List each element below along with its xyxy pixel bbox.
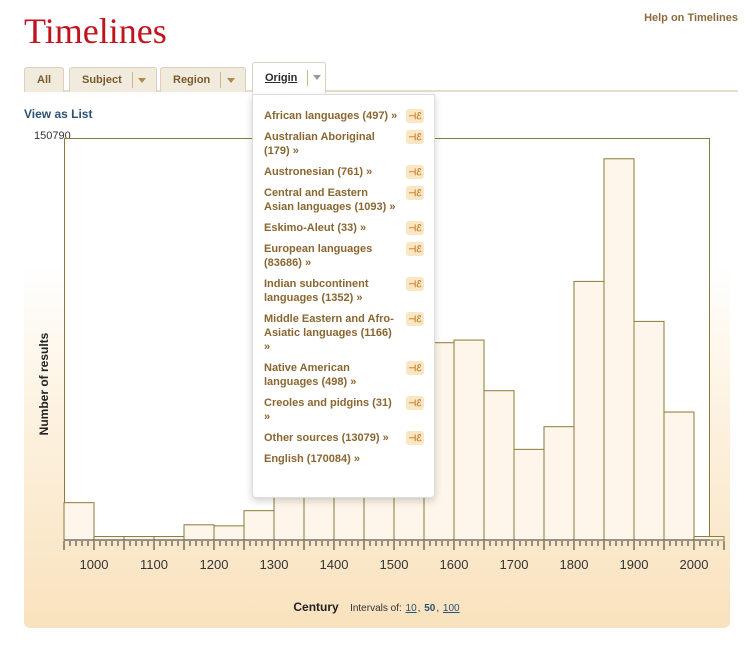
interval-selector: Intervals of: 10, 50, 100: [350, 603, 460, 614]
x-tick-label: 1200: [200, 557, 229, 572]
origin-item-other-sources[interactable]: Other sources (13079) » ⊣ℰ: [253, 431, 434, 445]
origin-item-indian-subcontinent[interactable]: Indian subcontinent languages (1352) » ⊣ℰ: [253, 277, 434, 305]
origin-item-native-american[interactable]: Native American languages (498) » ⊣ℰ: [253, 361, 434, 389]
histogram-bar[interactable]: [453, 339, 485, 541]
histogram-bar[interactable]: [693, 536, 725, 541]
x-tick-label: 1800: [560, 557, 589, 572]
intervals-label: Intervals of:: [350, 603, 402, 614]
y-axis-max-label: 150790: [34, 130, 71, 142]
tab-label: All: [37, 74, 52, 86]
x-tick-label: 1700: [500, 557, 529, 572]
tab-bar: All Subject Region Origin: [24, 62, 738, 94]
filter-icon[interactable]: ⊣ℰ: [406, 221, 424, 235]
origin-item-label: Other sources (13079) »: [264, 432, 389, 444]
x-axis-label-row: Century Intervals of: 10, 50, 100: [24, 600, 730, 614]
tab-label: Region: [173, 74, 211, 86]
tab-all[interactable]: All: [24, 67, 64, 92]
chevron-down-icon[interactable]: [220, 72, 240, 88]
x-tick-label: 1600: [440, 557, 469, 572]
origin-item-european[interactable]: European languages (83686) » ⊣ℰ: [253, 242, 434, 270]
filter-icon[interactable]: ⊣ℰ: [406, 165, 424, 179]
origin-item-label: European languages (83686) »: [264, 243, 373, 269]
tab-region[interactable]: Region: [160, 67, 246, 92]
origin-item-austronesian[interactable]: Austronesian (761) » ⊣ℰ: [253, 165, 434, 179]
origin-item-label: Indian subcontinent languages (1352) »: [264, 278, 369, 304]
histogram-bar[interactable]: [63, 502, 95, 541]
histogram-bar[interactable]: [663, 411, 695, 541]
origin-item-african[interactable]: African languages (497) » ⊣ℰ: [253, 109, 434, 123]
page-title: Timelines: [24, 11, 167, 51]
chevron-down-icon[interactable]: [307, 69, 325, 86]
filter-icon[interactable]: ⊣ℰ: [406, 109, 424, 123]
interval-10-link[interactable]: 10: [405, 603, 417, 614]
interval-50-link[interactable]: 50: [424, 603, 436, 614]
origin-item-english[interactable]: English (170084) »: [253, 452, 434, 466]
histogram-bar[interactable]: [513, 448, 545, 541]
chevron-down-icon[interactable]: [131, 72, 152, 88]
tab-label: Subject: [82, 74, 122, 86]
origin-item-label: English (170084) »: [264, 453, 360, 465]
histogram-bar[interactable]: [633, 320, 665, 541]
filter-icon[interactable]: ⊣ℰ: [406, 186, 424, 200]
x-tick-label: 1900: [620, 557, 649, 572]
filter-icon[interactable]: ⊣ℰ: [406, 431, 424, 445]
x-axis-label: Century: [293, 600, 339, 614]
interval-100-link[interactable]: 100: [442, 603, 460, 614]
filter-icon[interactable]: ⊣ℰ: [406, 130, 424, 144]
x-tick-label: 2000: [680, 557, 709, 572]
histogram-bar[interactable]: [483, 390, 515, 541]
histogram-bar[interactable]: [213, 525, 245, 541]
histogram-bar[interactable]: [93, 536, 125, 541]
origin-item-label: African languages (497) »: [264, 110, 398, 122]
tab-subject[interactable]: Subject: [69, 67, 157, 92]
origin-item-label: Australian Aboriginal (179) »: [264, 131, 375, 157]
filter-icon[interactable]: ⊣ℰ: [406, 396, 424, 410]
origin-item-label: Eskimo-Aleut (33) »: [264, 222, 367, 234]
view-as-list-link[interactable]: View as List: [24, 107, 93, 121]
histogram-bar[interactable]: [183, 524, 215, 541]
origin-item-label: Austronesian (761) »: [264, 166, 373, 178]
origin-dropdown-menu: African languages (497) » ⊣ℰ Australian A…: [252, 94, 435, 498]
help-link[interactable]: Help on Timelines: [644, 12, 738, 24]
filter-icon[interactable]: ⊣ℰ: [406, 277, 424, 291]
histogram-bar[interactable]: [573, 280, 605, 541]
origin-item-label: Native American languages (498) »: [264, 362, 357, 388]
histogram-bar[interactable]: [123, 536, 155, 541]
histogram-bar[interactable]: [243, 510, 275, 541]
origin-item-label: Creoles and pidgins (31) »: [264, 397, 392, 423]
x-tick-label: 1400: [320, 557, 349, 572]
filter-icon[interactable]: ⊣ℰ: [406, 312, 424, 326]
x-tick-label: 1000: [80, 557, 109, 572]
origin-item-label: Central and Eastern Asian languages (109…: [264, 187, 396, 213]
origin-item-eskimo-aleut[interactable]: Eskimo-Aleut (33) » ⊣ℰ: [253, 221, 434, 235]
histogram-bar[interactable]: [273, 491, 305, 541]
origin-item-label: Middle Eastern and Afro-Asiatic language…: [264, 313, 394, 353]
x-tick-label: 1500: [380, 557, 409, 572]
tab-origin[interactable]: Origin: [252, 62, 326, 94]
histogram-bar[interactable]: [543, 426, 575, 541]
x-tick-label: 1300: [260, 557, 289, 572]
origin-item-creoles-pidgins[interactable]: Creoles and pidgins (31) » ⊣ℰ: [253, 396, 434, 424]
x-tick-label: 1100: [140, 557, 168, 572]
filter-icon[interactable]: ⊣ℰ: [406, 361, 424, 375]
histogram-bar[interactable]: [153, 536, 185, 541]
histogram-bar[interactable]: [603, 158, 635, 541]
origin-item-australian[interactable]: Australian Aboriginal (179) » ⊣ℰ: [253, 130, 434, 158]
origin-item-central-eastern-asian[interactable]: Central and Eastern Asian languages (109…: [253, 186, 434, 214]
filter-icon[interactable]: ⊣ℰ: [406, 242, 424, 256]
tab-label: Origin: [265, 71, 298, 84]
origin-item-middle-eastern[interactable]: Middle Eastern and Afro-Asiatic language…: [253, 312, 434, 354]
